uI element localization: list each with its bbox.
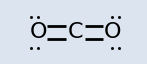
Text: C: C: [68, 22, 83, 42]
Text: O: O: [30, 22, 47, 42]
Text: O: O: [104, 22, 121, 42]
